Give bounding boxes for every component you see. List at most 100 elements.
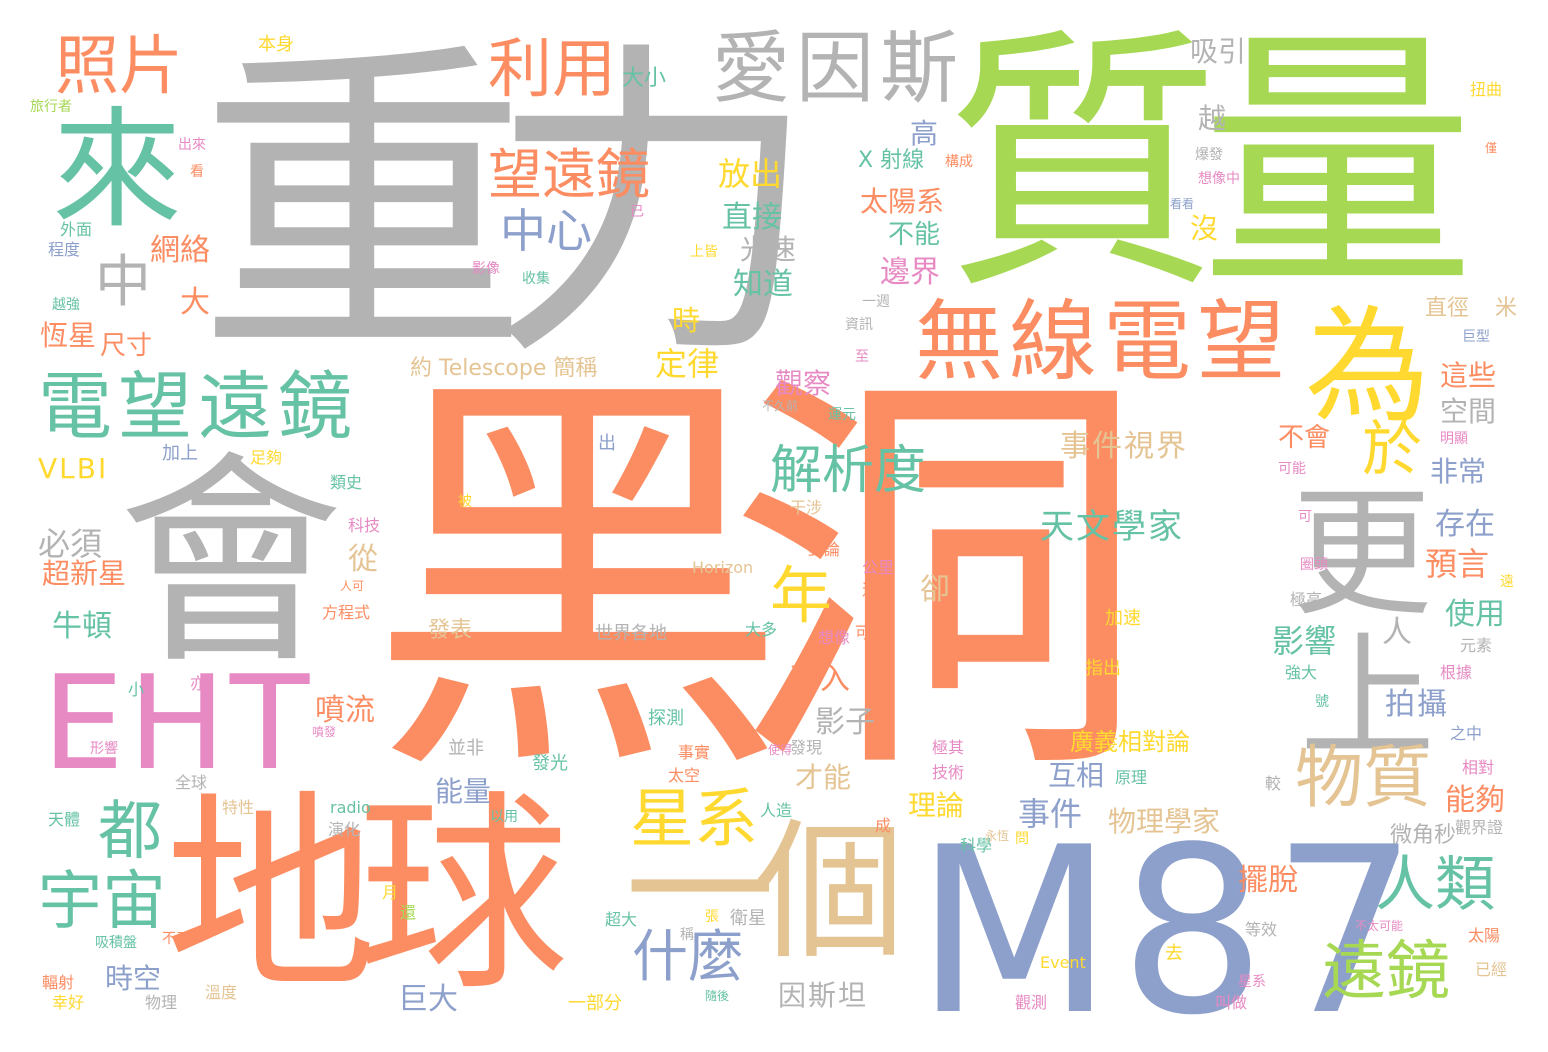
word-element: 元素 [1460,636,1493,655]
word-visible: 可見 [855,623,888,642]
word-telescope: 望遠鏡 [488,143,650,206]
word-history: 類史 [330,473,363,492]
word-high: 高 [910,117,939,150]
word-what: 什麼 [632,925,744,990]
word-solar-system: 太陽系 [860,185,945,218]
word-plus: 加上 [162,443,198,464]
word-not-long-ago: 不久前 [762,399,799,413]
word-after: 隨後 [705,989,730,1003]
word-however: 卻 [920,572,950,607]
word-space: 空間 [1440,395,1497,428]
word-law: 定律 [655,345,720,383]
word-already-2: 已 [630,204,644,220]
word-compare: 較 [1265,774,1282,793]
word-astronomer: 天文學家 [1040,507,1184,547]
word-also: 亦 [190,674,207,693]
word-degree: 程度 [48,240,81,259]
word-property: 特性 [222,798,255,817]
word-not: 沒 [1190,212,1219,245]
word-compose: 構成 [945,154,973,170]
word-information: 資訊 [845,317,873,333]
word-distort: 扭曲 [1470,80,1503,99]
word-still: 還 [400,903,417,922]
word-vlbi: VLBI [38,452,109,485]
word-point-out: 指出 [1085,658,1121,679]
word-celestial: 天體 [48,810,81,829]
word-satellite: 衛星 [730,908,766,929]
word-use: 利用 [488,33,616,107]
word-term: 稱 [680,927,694,943]
word-very-high: 極高 [1290,590,1323,609]
word-principle: 原理 [1115,768,1148,787]
word-giant: 巨型 [1462,329,1490,345]
word-matter: 物質 [1295,739,1432,818]
word-these: 這些 [1440,359,1497,392]
word-look: 看 [190,164,204,180]
word-radiation: 輻射 [42,973,75,992]
word-fortunately: 幸好 [52,993,85,1012]
word-relativity-short: 對論 [808,540,841,559]
word-predict: 預言 [1425,545,1490,583]
word-enough: 足夠 [250,448,283,467]
word-among: 之中 [1450,724,1483,743]
word-universe: 宇宙 [38,865,166,939]
word-time: 時 [672,304,701,337]
word-physicist: 物理學家 [1108,805,1221,838]
word-one-week: 一週 [862,294,890,310]
word-interference: 干涉 [790,498,823,517]
word-energy: 能量 [435,775,492,808]
word-called: 叫做 [1215,993,1248,1012]
word-more: 更 [1292,473,1433,636]
word-science: 科學 [960,836,993,855]
word-publish: 發表 [428,618,473,643]
word-star: 恆星 [40,319,97,352]
word-mirror: 遠鏡 [1322,935,1450,1009]
word-view-proof: 觀界證 [1455,818,1504,837]
word-already: 已經 [1475,960,1508,979]
word-eht: EHT [42,647,314,799]
word-equation: 方程式 [322,603,371,622]
word-sheet: 張 [705,909,719,925]
word-obvious: 明顯 [1440,431,1468,447]
word-size-small: 大小 [622,66,667,91]
word-by: 被 [458,494,472,510]
word-relative: 相對 [1462,758,1495,777]
word-einstein-part: 愛因斯 [712,24,965,114]
word-tech: 科技 [348,516,381,535]
word-from: 從 [348,542,378,577]
word-evolution: 演化 [328,820,361,839]
word-xray: X 射線 [858,148,925,173]
word-boundary: 邊界 [880,255,940,290]
word-attract: 吸引 [1190,35,1247,68]
word-black-hole: 黑洞 [368,337,1148,826]
word-shoot: 拍攝 [1385,687,1449,722]
word-general-relativity: 廣義相對論 [1070,728,1190,756]
word-month: 月 [382,883,399,902]
word-mostly: 大多 [745,620,778,639]
word-diameter: 直徑 [1425,296,1470,321]
word-middle: 中 [95,250,151,315]
word-outbreak: 爆發 [1195,147,1223,163]
word-at: 於 [1362,415,1422,485]
word-mass: 質量 [945,5,1475,325]
word-worldwide: 世界各地 [595,623,667,644]
word-able: 能夠 [1445,783,1505,818]
word-look-look: 看看 [1170,197,1195,211]
word-galaxy: 星系 [630,783,758,857]
word-go: 去 [1165,943,1183,964]
word-earth: 地球 [165,772,569,1019]
word-far: 遠很 [862,580,895,599]
word-observe: 觀察 [775,367,832,400]
word-accelerate: 加速 [1105,608,1141,629]
word-photo: 照片 [55,30,183,104]
word-transport: 運元 [828,407,856,423]
word-radio-telescope: 電望遠鏡 [38,364,358,450]
word-can: 可 [1298,509,1312,525]
word-event-horizon: 事件視界 [1060,429,1188,464]
word-not-is: 並非 [448,738,484,759]
word-voyager: 旅行者 [30,99,72,115]
word-resolution: 解析度 [770,441,927,501]
word-small: 小 [128,680,145,699]
word-super-big: 超大 [605,910,638,929]
word-meter: 米 [1495,296,1518,321]
